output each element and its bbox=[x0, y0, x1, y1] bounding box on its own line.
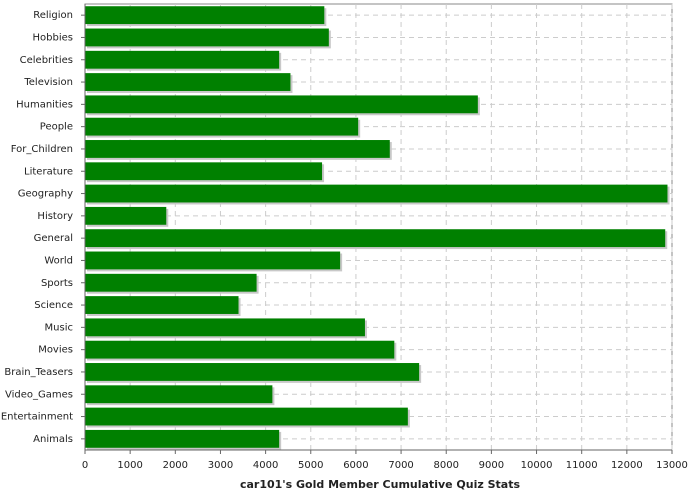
x-tick-label: 10000 bbox=[521, 460, 553, 471]
bar bbox=[85, 206, 167, 225]
y-tick-label: Celebrities bbox=[20, 55, 73, 66]
y-tick-label: Animals bbox=[33, 434, 73, 445]
bar bbox=[85, 385, 273, 404]
x-tick-label: 0 bbox=[82, 460, 88, 471]
x-tick-label: 2000 bbox=[163, 460, 188, 471]
y-tick-label: Entertainment bbox=[1, 412, 73, 423]
y-tick-label: History bbox=[37, 211, 73, 222]
x-tick-label: 8000 bbox=[434, 460, 459, 471]
y-tick-label: Literature bbox=[24, 166, 73, 177]
x-tick-label: 9000 bbox=[479, 460, 504, 471]
x-tick-label: 3000 bbox=[208, 460, 233, 471]
bar bbox=[85, 95, 478, 114]
bar bbox=[85, 162, 323, 181]
y-tick-label: Geography bbox=[18, 189, 73, 200]
bar bbox=[85, 363, 420, 381]
bar bbox=[85, 273, 257, 292]
bar bbox=[85, 184, 668, 203]
x-tick-label: 4000 bbox=[253, 460, 278, 471]
y-tick-label: Science bbox=[34, 300, 73, 311]
bar bbox=[85, 407, 408, 426]
bar bbox=[85, 117, 359, 136]
y-tick-label: Humanities bbox=[16, 99, 73, 110]
x-tick-label: 13000 bbox=[656, 460, 688, 471]
bar bbox=[85, 28, 329, 47]
x-tick-label: 1000 bbox=[117, 460, 142, 471]
x-tick-label: 7000 bbox=[388, 460, 413, 471]
bar bbox=[85, 251, 341, 270]
y-tick-label: For_Children bbox=[11, 144, 73, 155]
bar bbox=[85, 140, 390, 158]
bar bbox=[85, 73, 291, 91]
bar bbox=[85, 318, 365, 337]
bar bbox=[85, 296, 239, 314]
bar bbox=[85, 229, 666, 248]
x-tick-label: 6000 bbox=[343, 460, 368, 471]
plot-area bbox=[84, 3, 673, 451]
y-tick-label: People bbox=[40, 122, 73, 133]
y-tick-label: General bbox=[34, 233, 73, 244]
y-tick-label: World bbox=[44, 255, 73, 266]
x-tick-label: 12000 bbox=[611, 460, 643, 471]
bar bbox=[85, 429, 280, 448]
x-tick-label: 5000 bbox=[298, 460, 323, 471]
y-tick-label: Hobbies bbox=[33, 32, 73, 43]
bar bbox=[85, 340, 395, 359]
y-tick-label: Video_Games bbox=[5, 389, 73, 400]
y-tick-label: Television bbox=[23, 77, 73, 88]
chart-title: car101's Gold Member Cumulative Quiz Sta… bbox=[240, 478, 521, 491]
bar bbox=[85, 50, 280, 69]
y-tick-label: Sports bbox=[41, 278, 73, 289]
y-tick-label: Religion bbox=[33, 10, 73, 21]
bar bbox=[85, 6, 325, 25]
x-tick-label: 11000 bbox=[566, 460, 598, 471]
y-tick-label: Music bbox=[45, 322, 73, 333]
y-tick-label: Brain_Teasers bbox=[4, 367, 73, 378]
y-tick-label: Movies bbox=[38, 345, 73, 356]
